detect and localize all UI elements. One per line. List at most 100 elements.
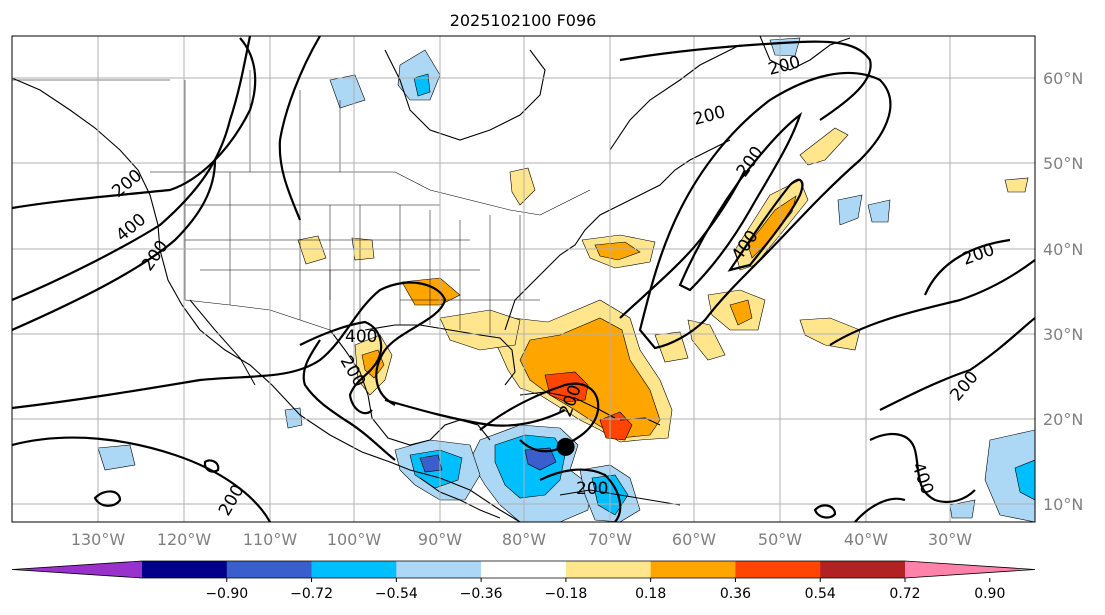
contour-atlantic-inner2 [727, 178, 804, 272]
contour-east-200-loop [923, 238, 1011, 296]
contour-label: 400 [345, 327, 377, 347]
coastline-gulf-north [364, 324, 516, 386]
colorbar-tick-label: 0.90 [974, 586, 1005, 602]
lon-tick-label: 60°W [672, 530, 716, 549]
states-grid-east [359, 205, 540, 335]
contour-loop-sw [93, 490, 122, 507]
negative-region-pacific-2 [284, 407, 303, 429]
border-us-canada [150, 171, 591, 216]
contour-west-200b [12, 159, 217, 332]
negative-region-central-america-deep [419, 454, 443, 473]
contour-north-200 [278, 36, 321, 221]
colorbar-tick-label: −0.36 [460, 586, 503, 602]
graticule [12, 36, 1035, 522]
contour-label: 200 [576, 479, 608, 499]
lon-tick-label: 50°W [758, 530, 802, 549]
positive-region-orange-core [519, 317, 661, 439]
colorbar-outline [11, 560, 1036, 579]
central-america [419, 477, 501, 519]
positive-region-plains-1 [297, 235, 327, 265]
positive-region-atlantic-band-core [747, 195, 797, 259]
contour-atlantic-east-200 [829, 259, 1035, 346]
colorbar-tick-label: 0.54 [805, 586, 836, 602]
contour-label: 200 [170, 97, 202, 117]
positive-region-atlantic-mid-core [729, 299, 753, 326]
coastline-pacific-na [12, 77, 521, 522]
contour-gulf-400 [299, 320, 383, 415]
colorbar-segment [735, 561, 821, 578]
height-contours [12, 36, 1035, 522]
lon-tick-label: 40°W [844, 530, 888, 549]
contour-loop-pacific [203, 459, 220, 473]
negative-region-atlantic-mid-2 [867, 199, 891, 223]
coastline-labrador [609, 44, 741, 151]
coastline-cuba [519, 391, 616, 419]
lon-tick-label: 100°W [327, 530, 382, 549]
lon-tick-label: 120°W [157, 530, 212, 549]
lat-tick-label: 10°N [1043, 495, 1083, 514]
colorbar-extend-high [905, 561, 1035, 578]
colorbar-tick-label: −0.90 [205, 586, 248, 602]
contour-coast-200 [384, 398, 566, 427]
coastline-greenland [759, 36, 851, 71]
contour-mexico-200 [302, 339, 396, 461]
lon-tick-label: 80°W [502, 530, 546, 549]
provinces-canada [12, 70, 341, 172]
lat-tick-label: 50°N [1043, 154, 1083, 173]
lat-tick-label: 60°N [1043, 69, 1083, 88]
colorbar-tick-label: 0.72 [889, 586, 920, 602]
contour-east-200-south [879, 317, 1035, 411]
colorbar-tick-label: −0.72 [290, 586, 333, 602]
figure-title: 2025102100 F096 [450, 11, 597, 30]
colorbar-segment [396, 561, 482, 578]
contour-atlantic-inner [678, 112, 803, 292]
lon-tick-label: 30°W [928, 530, 972, 549]
contour-loop-atl-1 [813, 504, 837, 519]
longitude-axis: 130°W 120°W 110°W 100°W 90°W 80°W 70°W 6… [71, 530, 972, 549]
storm-center-marker [556, 437, 575, 456]
negative-region-caribbean-deep [524, 447, 557, 471]
colorbar-tick-label: −0.54 [375, 586, 418, 602]
contour-pacific-south [12, 436, 271, 522]
lat-tick-label: 40°N [1043, 240, 1083, 259]
colorbar-extend-low [12, 561, 142, 578]
lon-tick-label: 110°W [243, 530, 298, 549]
contour-east-south [854, 497, 906, 522]
colorbar-segment [311, 561, 397, 578]
colorbar-segment [820, 561, 906, 578]
contour-west-400 [12, 36, 252, 302]
contour-caribbean-200 [479, 382, 600, 453]
lon-tick-label: 130°W [71, 530, 126, 549]
contour-atlantic-200 [619, 40, 872, 121]
lat-tick-label: 30°N [1043, 325, 1083, 344]
coastlines-and-borders [12, 36, 851, 522]
colorbar-segment [650, 561, 736, 578]
latitude-axis: 60°N 50°N 40°N 30°N 20°N 10°N [1043, 69, 1083, 514]
map-frame [11, 35, 1036, 523]
colorbar-segment [142, 561, 228, 578]
colorbar-tick-label: 0.36 [720, 586, 751, 602]
contour-atlantic-big [638, 71, 892, 350]
colorbar-segment [565, 561, 652, 578]
contour-east-400 [869, 432, 976, 504]
positive-region-atl-ne [1004, 177, 1029, 193]
contour-caribbean-south-200 [539, 468, 622, 522]
colorbar: −0.90 −0.72 −0.54 −0.36 −0.18 0.18 0.36 0.54 0.7… [11, 560, 1036, 602]
colorbar-tick-label: 0.18 [635, 586, 666, 602]
positive-region-east-coast-core [594, 241, 641, 261]
colorbar-segment [226, 561, 313, 578]
contour-mid-atlantic [619, 169, 746, 319]
positive-region-lakes [509, 167, 536, 206]
negative-region-pacific-1 [97, 444, 136, 471]
colorbar-segment [481, 561, 567, 578]
lon-tick-label: 70°W [588, 530, 632, 549]
negative-region-canada [329, 74, 366, 109]
south-america-north [559, 489, 681, 506]
lat-tick-label: 20°N [1043, 410, 1083, 429]
map-area: 200 400 200 200 400 200 200 200 400 200 … [12, 36, 1035, 522]
contour-west-200 [12, 37, 257, 210]
negative-region-atlantic-mid [837, 194, 863, 226]
negative-region-hudson-core [413, 73, 431, 97]
lon-tick-label: 90°W [418, 530, 462, 549]
